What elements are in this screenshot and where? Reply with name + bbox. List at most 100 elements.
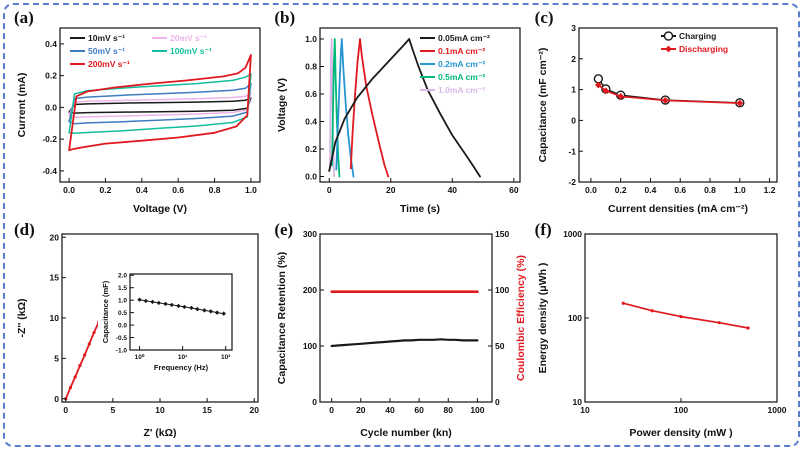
svg-text:1.5: 1.5 <box>118 285 127 292</box>
svg-text:10⁰: 10⁰ <box>135 353 145 361</box>
svg-text:100: 100 <box>471 405 485 415</box>
svg-text:100: 100 <box>567 313 581 323</box>
svg-text:0.6: 0.6 <box>172 185 184 195</box>
panel-c-label: (c) <box>534 8 554 27</box>
panel-f-chart-ragone: 10 100 1000 10 100 1000 Power density (mW ) Ene… <box>535 222 793 440</box>
svg-text:10mV s⁻¹: 10mV s⁻¹ <box>88 33 125 43</box>
svg-text:0.2mA cm⁻²: 0.2mA cm⁻² <box>438 59 485 69</box>
svg-text:50mV s⁻¹: 50mV s⁻¹ <box>88 46 125 56</box>
svg-text:0.1mA cm⁻²: 0.1mA cm⁻² <box>438 46 485 56</box>
svg-text:20: 20 <box>50 232 60 242</box>
svg-text:1000: 1000 <box>563 229 582 239</box>
svg-text:40: 40 <box>386 405 396 415</box>
svg-text:2: 2 <box>571 54 576 64</box>
panel-d-label: (d) <box>14 220 35 239</box>
svg-text:0.8: 0.8 <box>704 185 716 195</box>
svg-text:2.0: 2.0 <box>118 273 127 280</box>
svg-text:0: 0 <box>54 394 59 404</box>
svg-text:Discharging: Discharging <box>679 44 728 54</box>
svg-text:60: 60 <box>415 405 425 415</box>
svg-text:100: 100 <box>674 405 688 415</box>
panel-b-label: (b) <box>274 8 296 27</box>
svg-text:0.0: 0.0 <box>585 185 597 195</box>
svg-text:Current (mA): Current (mA) <box>16 73 28 138</box>
panel-f: (f) 10 100 1000 10 100 1000 Power density (mW … <box>533 218 793 444</box>
svg-text:50: 50 <box>495 341 505 351</box>
svg-text:0: 0 <box>495 397 500 407</box>
svg-text:0: 0 <box>571 115 576 125</box>
svg-text:0.2: 0.2 <box>100 185 112 195</box>
svg-text:0.4: 0.4 <box>306 117 318 127</box>
svg-text:1.2: 1.2 <box>763 185 775 195</box>
svg-text:0.5: 0.5 <box>118 310 127 317</box>
svg-text:0: 0 <box>327 185 332 195</box>
svg-text:Frequency (Hz): Frequency (Hz) <box>154 363 209 372</box>
svg-text:100: 100 <box>303 341 317 351</box>
svg-text:60: 60 <box>509 185 519 195</box>
svg-text:3: 3 <box>571 23 576 33</box>
svg-text:300: 300 <box>303 229 317 239</box>
panel-b: (b) 0 20 40 60 0.0 0.2 0.4 0.6 0.8 1.0 Time (s) Vol… <box>272 6 532 218</box>
svg-text:10: 10 <box>155 405 165 415</box>
svg-text:5: 5 <box>54 353 59 363</box>
svg-text:1.0: 1.0 <box>245 185 257 195</box>
svg-text:1.0: 1.0 <box>118 298 127 305</box>
svg-text:-1: -1 <box>568 146 576 156</box>
panel-a-label: (a) <box>14 8 34 27</box>
svg-text:0.2: 0.2 <box>306 144 318 154</box>
svg-text:0: 0 <box>330 405 335 415</box>
panel-f-label: (f) <box>534 220 552 239</box>
svg-text:Charging: Charging <box>679 31 716 41</box>
svg-text:-2: -2 <box>568 177 576 187</box>
panel-e: (e) 0 20 40 60 80 100 0 100 200 300 0 50 100 150 Cycle… <box>272 218 532 444</box>
svg-text:Voltage (V): Voltage (V) <box>133 203 187 215</box>
svg-text:100mV s⁻¹: 100mV s⁻¹ <box>170 46 212 56</box>
svg-text:15: 15 <box>202 405 212 415</box>
panel-d: (d) 0 5 10 15 20 0 5 10 15 20 Z' (kΩ) -Z'' (kΩ) 10⁰ 1… <box>12 218 272 444</box>
svg-text:0.2: 0.2 <box>45 71 57 81</box>
svg-text:0.8: 0.8 <box>306 62 318 72</box>
svg-text:20: 20 <box>249 405 259 415</box>
svg-text:0.0: 0.0 <box>45 102 57 112</box>
svg-text:10: 10 <box>572 397 582 407</box>
svg-text:100: 100 <box>495 285 509 295</box>
svg-text:1000: 1000 <box>767 405 786 415</box>
svg-text:10¹: 10¹ <box>178 354 187 361</box>
panel-grid: (a) 0.0 0.2 0.4 0.6 0.8 1.0 -0.4 -0.2 0.0 0.2 0.4 V… <box>12 6 793 444</box>
svg-text:0.0: 0.0 <box>63 185 75 195</box>
svg-text:200: 200 <box>303 285 317 295</box>
panel-a: (a) 0.0 0.2 0.4 0.6 0.8 1.0 -0.4 -0.2 0.0 0.2 0.4 V… <box>12 6 272 218</box>
svg-text:-1.0: -1.0 <box>116 347 128 354</box>
svg-text:15: 15 <box>50 273 60 283</box>
svg-text:-0.2: -0.2 <box>42 134 57 144</box>
svg-text:80: 80 <box>444 405 454 415</box>
svg-text:0.2: 0.2 <box>614 185 626 195</box>
svg-text:0: 0 <box>313 397 318 407</box>
panel-d-chart-nyquist: 0 5 10 15 20 0 5 10 15 20 Z' (kΩ) -Z'' (kΩ) 10⁰ 10¹ 10… <box>14 222 272 440</box>
svg-text:1.0: 1.0 <box>306 34 318 44</box>
svg-text:Current densities (mA cm⁻²): Current densities (mA cm⁻²) <box>608 203 748 215</box>
svg-text:Capacitance Retention (%): Capacitance Retention (%) <box>276 252 288 384</box>
svg-text:-0.5: -0.5 <box>116 335 128 342</box>
panel-c-chart-capacitance: 0.0 0.2 0.4 0.6 0.8 1.0 1.2 -2 -1 0 1 2 3 Current den… <box>535 20 793 216</box>
panel-e-label: (e) <box>274 220 294 239</box>
svg-text:0.0: 0.0 <box>118 322 127 329</box>
svg-text:0.6: 0.6 <box>674 185 686 195</box>
panel-a-chart-cv: 0.0 0.2 0.4 0.6 0.8 1.0 -0.4 -0.2 0.0 0.2 0.4 Volta… <box>14 20 272 216</box>
svg-text:40: 40 <box>448 185 458 195</box>
svg-text:Coulombic Efficiency (%): Coulombic Efficiency (%) <box>515 255 527 381</box>
svg-text:1.0: 1.0 <box>734 185 746 195</box>
svg-text:0.4: 0.4 <box>644 185 656 195</box>
svg-text:1.0mA cm⁻²: 1.0mA cm⁻² <box>438 85 485 95</box>
svg-text:20mV s⁻¹: 20mV s⁻¹ <box>170 33 207 43</box>
svg-text:20: 20 <box>356 405 366 415</box>
svg-text:-0.4: -0.4 <box>42 166 57 176</box>
svg-text:0.6: 0.6 <box>306 89 318 99</box>
svg-text:150: 150 <box>495 229 509 239</box>
svg-text:10: 10 <box>580 405 590 415</box>
svg-text:1: 1 <box>571 85 576 95</box>
panel-e-chart-cycling: 0 20 40 60 80 100 0 100 200 300 0 50 100 150 Cycle num… <box>274 222 532 440</box>
panel-c: (c) 0.0 0.2 0.4 0.6 0.8 1.0 1.2 -2 -1 0 1 2 3 Current… <box>533 6 793 218</box>
svg-text:0.8: 0.8 <box>209 185 221 195</box>
svg-text:0.4: 0.4 <box>45 39 57 49</box>
